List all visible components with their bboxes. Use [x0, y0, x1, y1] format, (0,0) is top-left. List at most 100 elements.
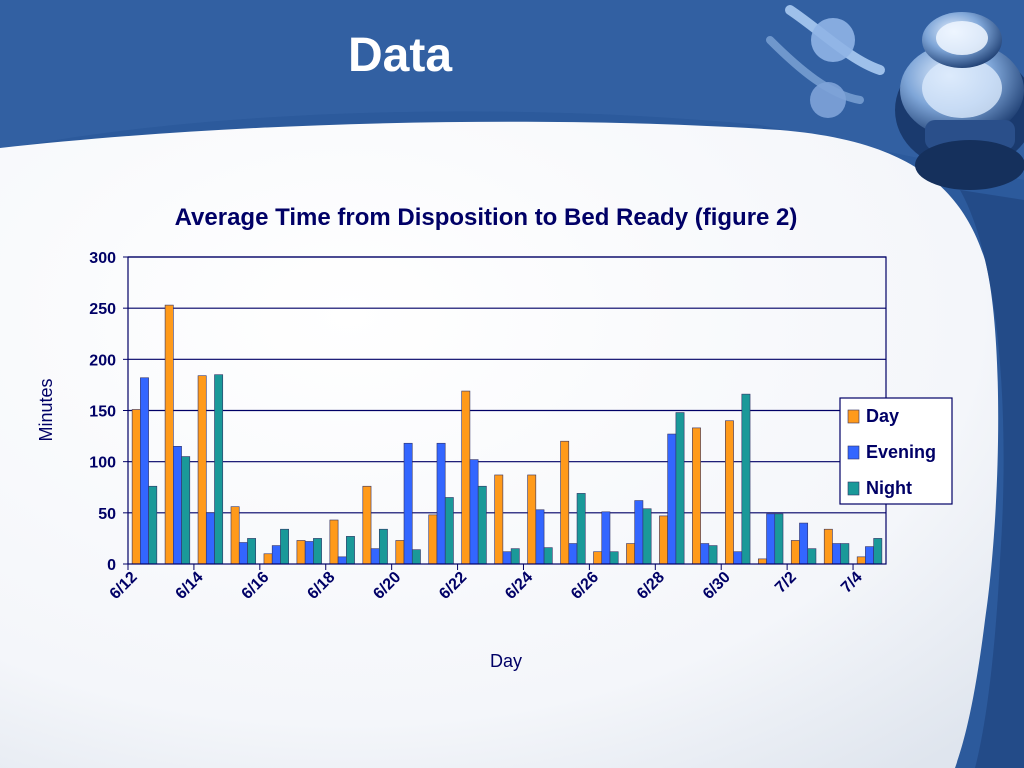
bar-night-6-12 [148, 485, 158, 565]
bar-evening-7-1 [766, 513, 776, 565]
bar-day-6-15 [230, 506, 240, 565]
chart-title: Average Time from Disposition to Bed Rea… [175, 204, 798, 231]
bar-night-6-18 [346, 536, 355, 565]
bar-night-6-16 [280, 528, 289, 565]
bar-day-6-17 [296, 540, 306, 565]
bar-night-6-15 [247, 538, 257, 565]
bar-day-6-29 [692, 427, 701, 565]
x-tick-label: 6/14 [173, 569, 207, 603]
legend-swatch-day [847, 409, 860, 424]
x-tick-label: 6/30 [700, 569, 734, 603]
x-tick-label: 6/28 [634, 569, 668, 603]
bar-evening-6-26 [601, 511, 611, 565]
slide-title: Data [347, 29, 453, 82]
white-panel [0, 121, 999, 768]
bar-evening-7-3 [832, 543, 841, 565]
x-tick-label: 6/24 [502, 569, 536, 603]
bar-night-6-19 [378, 528, 388, 565]
bar-night-6-13 [181, 456, 191, 565]
bar-evening-6-16 [271, 545, 281, 565]
bar-night-6-24 [543, 547, 553, 565]
bar-evening-6-24 [535, 509, 545, 565]
bars [131, 304, 883, 565]
x-axis-label: Day [490, 651, 522, 671]
x-axis-ticks: 6/12 6/14 6/16 6/18 6/20 6/22 6/24 6/26 6/28 6/30… [107, 564, 866, 603]
bar-evening-6-15 [238, 542, 248, 565]
bar-night-6-26 [609, 551, 619, 565]
bar-day-6-19 [362, 485, 372, 565]
bar-day-6-26 [593, 551, 603, 565]
bar-day-7-3 [823, 528, 833, 565]
bar-day-6-25 [560, 440, 570, 565]
bar-day-6-22 [461, 390, 471, 565]
bar-night-7-1 [774, 513, 784, 565]
bar-evening-6-29 [700, 543, 710, 565]
y-tick-label: 200 [89, 352, 116, 369]
bar-evening-7-4 [865, 546, 874, 565]
bar-night-6-28 [675, 412, 685, 565]
x-tick-label: 6/26 [568, 569, 602, 603]
bar-night-6-20 [411, 549, 421, 565]
legend-label-night: Night [866, 478, 912, 498]
bar-day-6-18 [329, 519, 339, 565]
y-tick-label: 50 [98, 506, 116, 523]
bar-evening-6-25 [568, 543, 578, 565]
bar-night-7-2 [807, 548, 817, 565]
bar-evening-6-28 [667, 433, 677, 565]
bar-evening-6-21 [436, 442, 446, 565]
bar-night-6-21 [444, 497, 454, 565]
bar-day-6-27 [626, 543, 636, 565]
legend-label-day: Day [866, 406, 899, 426]
y-tick-label: 0 [107, 557, 116, 574]
x-tick-label: 6/22 [436, 569, 470, 603]
bar-day-6-28 [659, 515, 668, 565]
y-tick-label: 100 [89, 455, 116, 472]
bar-evening-6-23 [502, 551, 512, 565]
y-axis-label: Minutes [36, 378, 56, 441]
bar-evening-6-19 [370, 548, 380, 565]
bar-day-6-23 [494, 474, 504, 565]
stethoscope-icon [766, 5, 1024, 190]
bar-evening-6-17 [304, 541, 314, 565]
y-axis-ticks: 0 50 100 150 200 250 300 [89, 250, 128, 574]
legend-swatch-evening [847, 445, 860, 460]
x-tick-label: 6/20 [370, 569, 404, 603]
header-curve [0, 0, 1024, 180]
bar-night-7-4 [873, 538, 883, 565]
bar-day-6-16 [263, 553, 273, 565]
bar-night-6-17 [313, 538, 322, 565]
y-tick-label: 300 [89, 250, 116, 267]
right-accent-curve [960, 190, 1024, 768]
y-tick-label: 150 [89, 404, 116, 421]
bar-day-6-20 [395, 540, 405, 565]
bar-day-6-14 [197, 375, 207, 565]
bar-night-6-25 [576, 493, 586, 565]
bar-day-7-1 [757, 558, 767, 565]
bar-day-6-21 [428, 514, 438, 565]
y-tick-label: 250 [89, 301, 116, 318]
bar-evening-6-18 [337, 556, 347, 565]
bar-evening-6-27 [634, 500, 644, 565]
x-tick-label: 7/2 [772, 569, 800, 597]
x-tick-label: 6/16 [239, 569, 273, 603]
x-tick-label: 6/18 [304, 569, 338, 603]
bar-day-6-13 [164, 304, 174, 565]
x-tick-label: 7/4 [838, 569, 866, 597]
bar-day-7-4 [856, 556, 866, 565]
bar-evening-6-20 [403, 442, 413, 565]
bar-day-7-2 [790, 540, 800, 565]
bar-night-7-3 [840, 543, 850, 565]
bar-day-6-30 [725, 420, 734, 565]
bar-evening-6-22 [469, 459, 479, 565]
legend: Day Evening Night [839, 397, 953, 505]
bar-evening-6-14 [205, 512, 215, 565]
bar-night-6-30 [741, 393, 751, 565]
bar-evening-6-12 [140, 377, 149, 565]
bar-evening-7-2 [799, 522, 809, 565]
legend-swatch-night [847, 481, 860, 496]
bar-evening-6-13 [173, 446, 182, 565]
legend-label-evening: Evening [866, 442, 936, 462]
